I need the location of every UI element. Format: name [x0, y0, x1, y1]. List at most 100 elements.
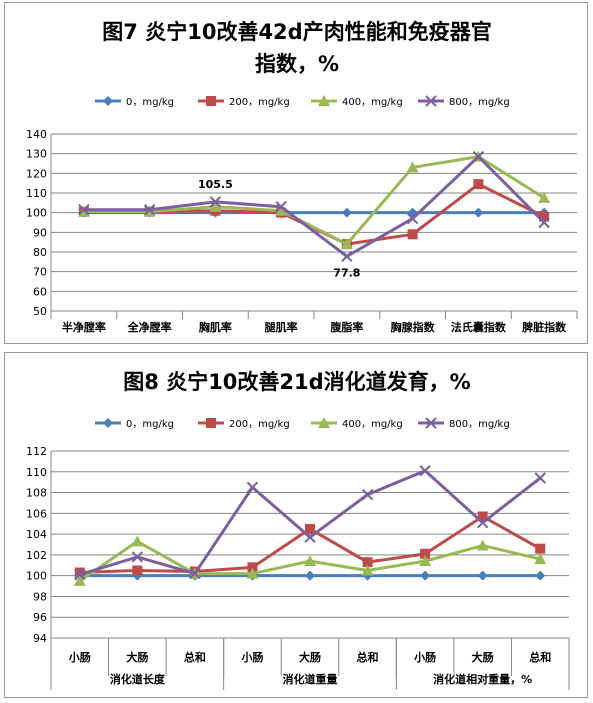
- y-tick-label: 100: [26, 207, 47, 220]
- data-point-s1: [132, 565, 143, 576]
- data-point-s1: [247, 562, 258, 573]
- data-point-s1: [473, 179, 484, 190]
- y-tick-label: 110: [26, 187, 47, 200]
- data-point-s0: [341, 207, 352, 218]
- data-point-s1: [535, 543, 546, 554]
- data-point-s1: [539, 211, 550, 222]
- chart-panel-fig7: 图7 炎宁10改善42d产肉性能和免疫器官 指数，% 0，mg/kg 200，mg/k…: [4, 2, 588, 344]
- data-point-s3: [361, 488, 374, 501]
- legend-label-2: 400，mg/kg: [342, 419, 403, 430]
- y-tick-label: 108: [26, 487, 47, 500]
- y-tick-label: 80: [33, 246, 47, 259]
- x-tick-label: 总和: [529, 650, 551, 664]
- x-tick-label: 全净膛率: [127, 320, 172, 334]
- x-tick-label: 胸腺指数: [391, 320, 436, 334]
- data-point-s0: [473, 207, 484, 218]
- group-label: 消化道长度: [110, 672, 166, 686]
- chart-panel-fig8: 图8 炎宁10改善21d消化道发育，% 0，mg/kg 200，mg/kg 400，m…: [4, 352, 588, 698]
- y-tick-label: 98: [33, 590, 47, 603]
- data-label: 105.5: [198, 178, 233, 191]
- legend-label-1: 200，mg/kg: [229, 97, 290, 108]
- data-point-s2: [246, 567, 259, 579]
- x-tick-label: 法氏囊指数: [451, 320, 507, 334]
- legend-marker-0: [103, 96, 113, 106]
- series-line-3: [83, 155, 546, 258]
- data-point-s1: [407, 229, 418, 240]
- x-tick-label: 总和: [357, 650, 379, 664]
- data-point-s3: [74, 568, 86, 581]
- legend-marker-0: [103, 418, 113, 428]
- data-point-s3: [538, 216, 550, 229]
- legend-label-3: 800，mg/kg: [449, 419, 510, 430]
- data-point-s3: [419, 465, 431, 477]
- data-point-s0: [420, 570, 431, 581]
- data-point-s3: [78, 204, 90, 216]
- x-tick-label: 胸肌率: [199, 320, 232, 334]
- data-point-s2: [209, 200, 222, 212]
- y-tick-label: 100: [26, 570, 47, 583]
- data-point-s1: [477, 511, 488, 522]
- x-tick-label: 半净膛率: [62, 320, 106, 334]
- y-tick-label: 96: [33, 611, 47, 624]
- legend-label-0: 0，mg/kg: [126, 97, 174, 108]
- chart-title: 图8 炎宁10改善21d消化道发育，%: [123, 370, 470, 394]
- legend-label-2: 400，mg/kg: [342, 97, 403, 108]
- data-point-s2: [131, 535, 144, 547]
- group-label: 消化道重量: [283, 672, 338, 686]
- data-point-s3: [189, 567, 201, 580]
- data-point-s0: [535, 570, 546, 581]
- data-point-s1: [305, 523, 315, 534]
- x-tick-label: 小肠: [240, 650, 263, 664]
- y-tick-label: 120: [26, 167, 47, 180]
- x-tick-label: 小肠: [68, 650, 91, 664]
- data-point-s2: [304, 555, 316, 567]
- data-point-s3: [341, 250, 353, 263]
- y-tick-label: 104: [26, 528, 47, 541]
- data-point-s3: [275, 201, 287, 213]
- data-point-s1: [420, 548, 431, 559]
- data-point-s2: [419, 555, 432, 567]
- data-point-s2: [73, 574, 86, 586]
- data-point-s3: [131, 551, 144, 563]
- y-tick-label: 106: [26, 507, 47, 520]
- data-point-s1: [74, 567, 85, 578]
- y-tick-label: 102: [26, 549, 47, 562]
- legend-marker-1: [206, 96, 216, 106]
- legend-label-1: 200，mg/kg: [229, 419, 290, 430]
- x-tick-label: 总和: [184, 650, 206, 664]
- group-label: 消化道相对重量，%: [433, 672, 532, 686]
- legend-marker-1: [206, 418, 216, 428]
- legend-marker-2: [318, 417, 330, 428]
- y-tick-label: 60: [33, 285, 47, 298]
- data-point-s0: [477, 570, 488, 581]
- x-tick-label: 小肠: [413, 650, 436, 664]
- y-tick-label: 140: [26, 128, 47, 141]
- y-tick-label: 112: [26, 445, 47, 458]
- chart-fig8: 图8 炎宁10改善21d消化道发育，% 0，mg/kg 200，mg/kg 400，m…: [26, 370, 570, 690]
- x-tick-label: 脾脏指数: [522, 320, 567, 334]
- x-tick-label: 腹脂率: [330, 320, 363, 334]
- data-label: 77.8: [333, 266, 360, 279]
- data-point-s1: [362, 557, 373, 568]
- legend-marker-2: [318, 95, 330, 106]
- data-point-s2: [476, 539, 489, 551]
- legend-marker-3: [425, 417, 437, 429]
- data-point-s3: [304, 531, 316, 543]
- data-point-s3: [406, 212, 419, 225]
- legend-label-0: 0，mg/kg: [126, 419, 174, 430]
- data-point-s3: [472, 150, 485, 163]
- data-point-s0: [305, 570, 315, 581]
- data-point-s2: [534, 553, 547, 565]
- y-tick-label: 130: [26, 148, 47, 161]
- data-point-s2: [340, 238, 353, 250]
- x-tick-label: 大肠: [299, 650, 321, 664]
- data-point-s3: [246, 481, 259, 494]
- data-point-s2: [538, 191, 551, 203]
- data-point-s2: [361, 564, 374, 576]
- data-point-s3: [143, 204, 156, 216]
- y-tick-label: 94: [33, 632, 47, 645]
- data-point-s2: [275, 204, 288, 216]
- data-point-s3: [534, 472, 546, 484]
- series-line-2: [83, 155, 545, 246]
